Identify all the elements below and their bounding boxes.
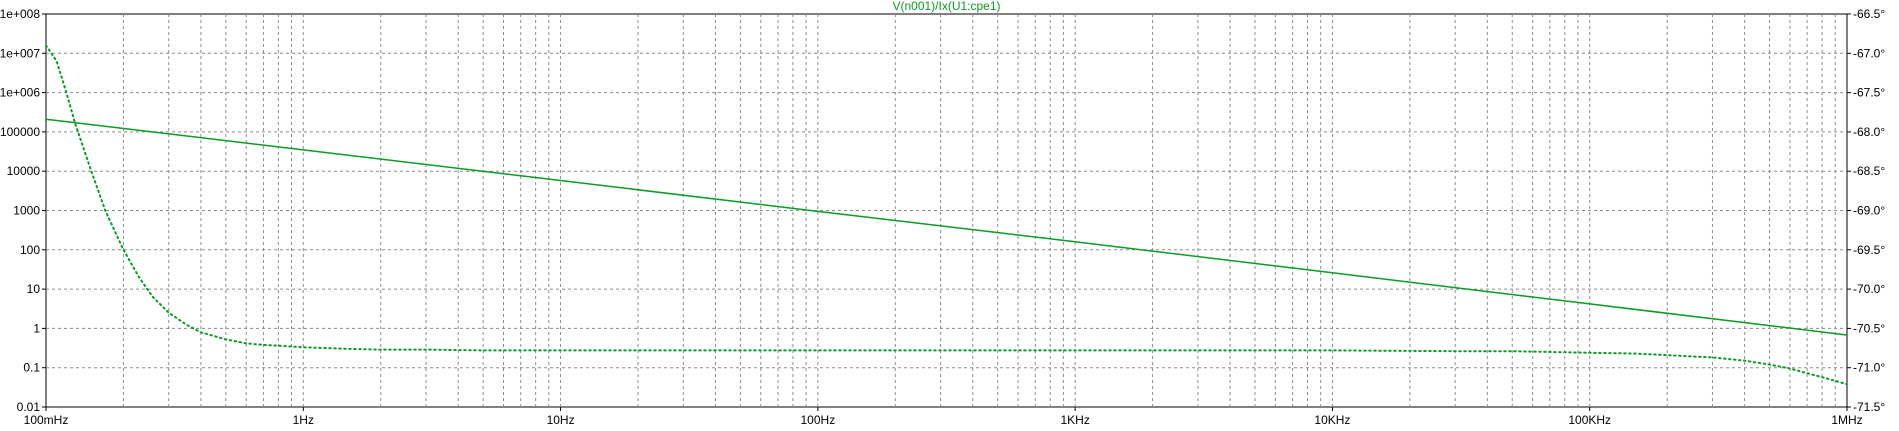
x-tick-label: 10Hz (547, 413, 575, 427)
x-tick-label: 100mHz (24, 413, 69, 427)
series-magnitude-line (45, 118, 1848, 336)
y-right-tick-label: -71.0° (1853, 361, 1885, 375)
y-right-tick-label: -66.5° (1853, 7, 1885, 21)
y-right-tick-label: -67.5° (1853, 86, 1885, 100)
y-right-tick-label: -68.0° (1853, 125, 1885, 139)
y-left-tick-label: 1e+006 (0, 86, 40, 100)
x-tick-label: 100KHz (1568, 413, 1611, 427)
series-layer (45, 44, 1848, 386)
y-right-tick-label: -69.0° (1853, 204, 1885, 218)
y-left-tick-label: 0.01 (17, 400, 41, 414)
y-left-tick-label: 1e+007 (0, 46, 40, 60)
y-right-tick-label: -69.5° (1853, 243, 1885, 257)
x-tick-label: 10KHz (1314, 413, 1350, 427)
series-phase-line (45, 44, 1848, 386)
y-left-tick-label: 100 (20, 243, 40, 257)
y-left-tick-label: 10000 (7, 164, 41, 178)
y-left-tick-label: 10 (27, 282, 41, 296)
x-tick-label: 1KHz (1060, 413, 1089, 427)
y-right-tick-label: -71.5° (1853, 400, 1885, 414)
x-tick-label: 1MHz (1831, 413, 1862, 427)
grid (46, 14, 1847, 407)
tick-labels: 1e+0081e+0071e+0061000001000010001001010… (0, 7, 1885, 427)
y-left-tick-label: 0.1 (23, 361, 40, 375)
x-tick-label: 1Hz (293, 413, 314, 427)
y-right-tick-label: -70.0° (1853, 282, 1885, 296)
y-left-tick-label: 1000 (13, 204, 40, 218)
chart-title: V(n001)/Ix(U1:cpe1) (892, 0, 1000, 13)
y-right-tick-label: -68.5° (1853, 164, 1885, 178)
y-left-tick-label: 100000 (0, 125, 40, 139)
x-tick-label: 100Hz (801, 413, 836, 427)
y-right-tick-label: -70.5° (1853, 321, 1885, 335)
y-right-tick-label: -67.0° (1853, 46, 1885, 60)
y-left-tick-label: 1e+008 (0, 7, 40, 21)
y-left-tick-label: 1 (33, 321, 40, 335)
